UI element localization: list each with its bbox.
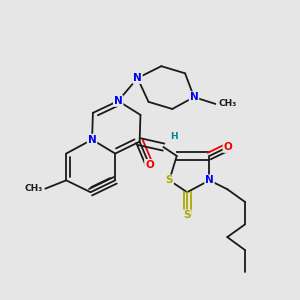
Text: CH₃: CH₃: [219, 99, 237, 108]
Text: CH₃: CH₃: [24, 184, 42, 193]
Text: N: N: [88, 135, 96, 145]
Text: S: S: [183, 210, 191, 220]
Text: H: H: [170, 132, 178, 141]
Text: O: O: [145, 160, 154, 170]
Text: N: N: [205, 175, 214, 185]
Text: N: N: [190, 92, 198, 102]
Text: S: S: [166, 175, 173, 185]
Text: N: N: [114, 96, 123, 106]
Text: N: N: [133, 73, 142, 83]
Text: O: O: [224, 142, 232, 152]
